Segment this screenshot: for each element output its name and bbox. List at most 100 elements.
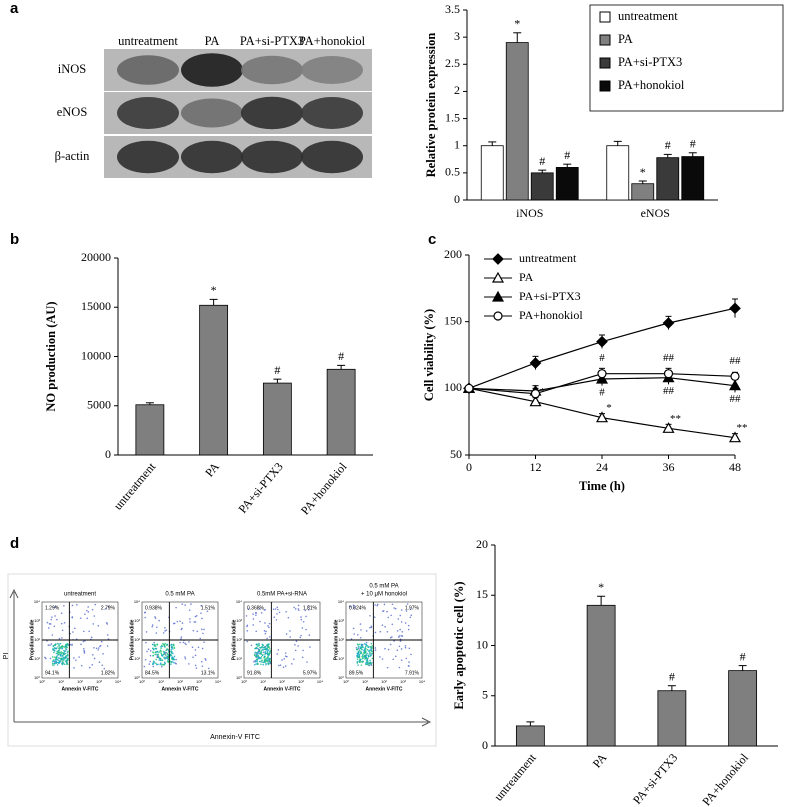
flow-dot (366, 660, 368, 663)
flow-dot (171, 656, 173, 658)
flow-dot (145, 641, 147, 644)
legend-label: PA+honokiol (519, 308, 583, 322)
flow-plot-label: Annexin V-FITC (62, 686, 99, 692)
significance-marker: # (665, 138, 671, 152)
flow-dot (391, 623, 394, 626)
flow-dot (264, 608, 266, 611)
flow-dot (61, 629, 64, 632)
flow-tick: 10¹ (134, 656, 140, 661)
flow-dot (360, 664, 363, 666)
y-axis-label: NO production (AU) (44, 301, 58, 411)
flow-dot (302, 620, 305, 623)
legend-label: untreatment (618, 9, 678, 23)
flow-dot (400, 621, 403, 623)
flow-dot (369, 659, 371, 662)
flow-dot (258, 643, 260, 645)
flow-dot (195, 667, 198, 669)
flow-dot (161, 659, 164, 661)
flow-title: 0.5mM PA+si-RNA (257, 592, 307, 598)
flow-dot (348, 605, 351, 608)
flow-dot (255, 611, 257, 614)
flow-dot (254, 651, 257, 654)
flow-dot (386, 610, 388, 613)
flow-dot (374, 647, 377, 649)
flow-dot (166, 660, 169, 662)
flow-dot (361, 655, 363, 658)
flow-tick: 10³ (400, 679, 406, 684)
point (529, 395, 542, 407)
flow-dot (283, 657, 285, 660)
flow-dot (180, 628, 183, 631)
flow-dot (298, 609, 300, 612)
flow-dot (365, 641, 368, 644)
row-label: β-actin (55, 149, 91, 163)
flow-dot (53, 648, 55, 651)
flow-dot (92, 654, 94, 656)
flow-dot (167, 658, 170, 661)
flow-dot (203, 641, 205, 643)
flow-dot (143, 665, 146, 668)
flow-tick: 10⁴ (34, 599, 40, 604)
flow-dot (284, 652, 287, 654)
flow-dot (360, 629, 362, 631)
flow-dot (268, 657, 270, 660)
flow-dot (78, 656, 80, 658)
flow-dot (263, 648, 266, 651)
flow-tick: 10⁴ (317, 679, 323, 684)
flow-dot (291, 663, 293, 665)
flow-dot (364, 651, 367, 653)
y-tick-label: 5 (482, 688, 488, 702)
flow-dot (53, 656, 56, 658)
flow-dot (353, 633, 356, 635)
flow-dot (151, 625, 154, 628)
significance-marker: # (539, 154, 545, 168)
flow-dot (360, 652, 363, 654)
y-tick-label: 100 (444, 380, 462, 394)
flow-dot (368, 664, 371, 667)
significance-marker: * (211, 283, 217, 297)
lane-label: PA+si-PTX3 (240, 34, 304, 48)
flow-dot (181, 622, 184, 624)
flow-dot (364, 654, 367, 656)
flow-dot (156, 626, 158, 629)
flow-tick: 10⁰ (241, 679, 247, 684)
significance-marker: # (669, 669, 675, 683)
point (596, 335, 608, 348)
flow-dot (264, 650, 267, 653)
flow-dot (194, 615, 197, 618)
flow-dot (171, 650, 173, 653)
flow-dot (356, 662, 359, 664)
flow-axis-label: PI (3, 653, 10, 660)
flow-dot (58, 649, 61, 651)
flow-dot (357, 651, 360, 654)
flow-dot (59, 642, 62, 645)
flow-dot (268, 626, 270, 629)
significance-marker: # (599, 387, 605, 399)
flow-dot (255, 614, 257, 616)
bar (326, 368, 356, 456)
x-tick-label: iNOS (516, 206, 543, 220)
flow-dot (366, 645, 369, 647)
bar (728, 670, 758, 747)
flow-dot (57, 646, 59, 648)
flow-dot (173, 644, 175, 647)
flow-dot (272, 608, 275, 611)
flow-dot (398, 635, 401, 637)
flow-dot (195, 614, 198, 617)
flow-dot (163, 645, 166, 648)
flow-dot (158, 659, 161, 661)
quadrant-value: 2.79% (101, 605, 116, 611)
flow-dot (66, 655, 69, 657)
flow-tick: 10¹ (338, 656, 344, 661)
flow-dot (162, 654, 164, 656)
flow-dot (170, 654, 173, 657)
flow-dot (376, 603, 379, 606)
flow-dot (293, 606, 295, 609)
flow-dot (252, 613, 254, 615)
flow-dot (166, 655, 168, 658)
flow-dot (357, 647, 360, 649)
flow-dot (79, 617, 82, 619)
flow-dot (65, 663, 68, 666)
y-tick-label: 3 (454, 29, 460, 43)
flow-tick: 10⁴ (236, 599, 242, 604)
